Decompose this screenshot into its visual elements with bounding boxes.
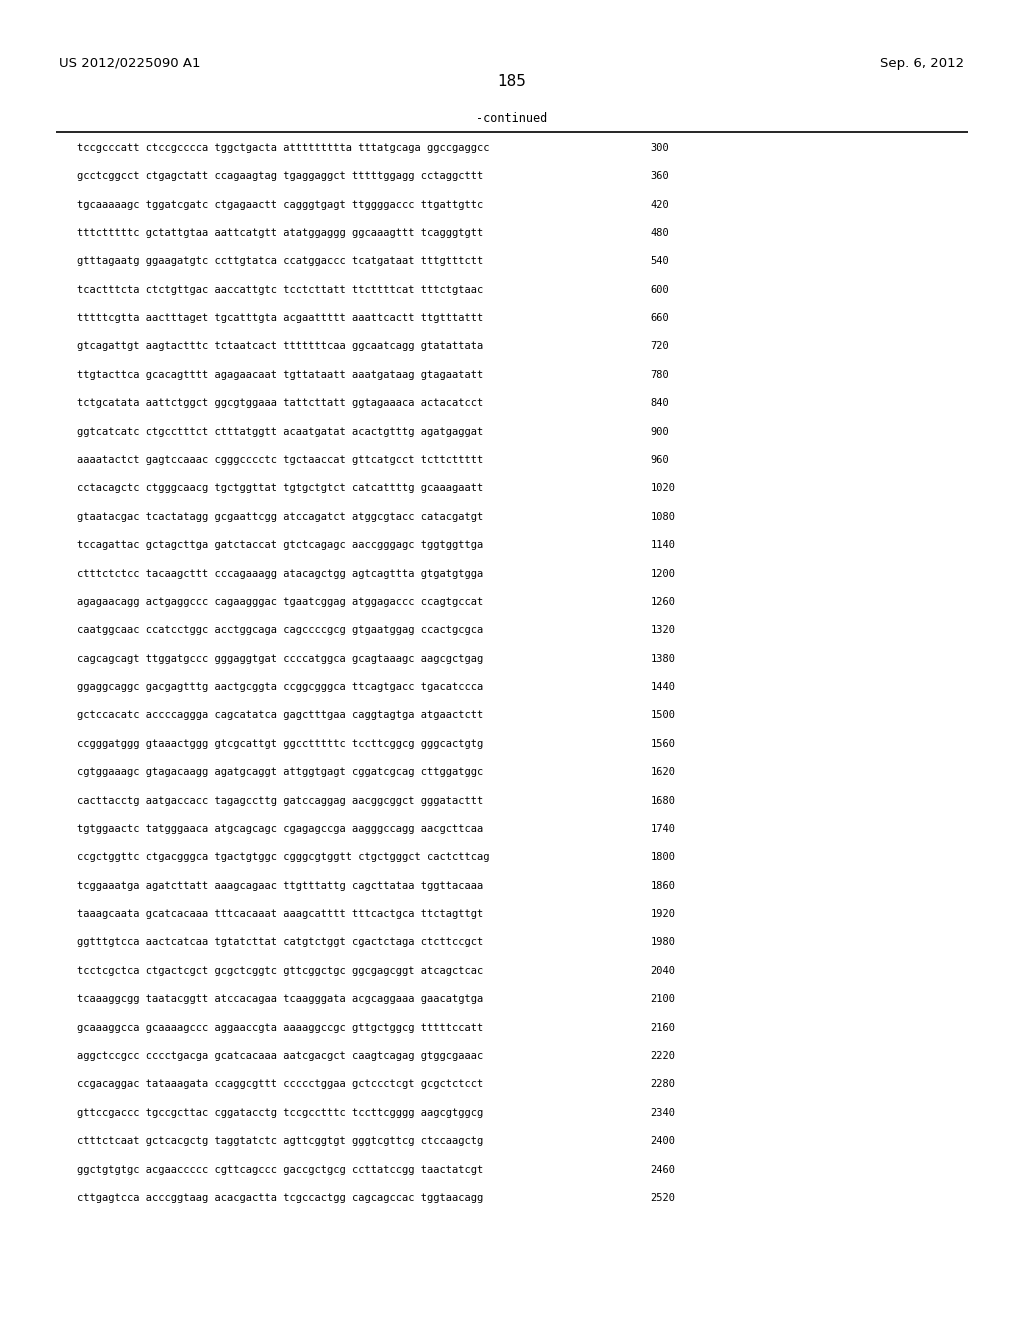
Text: tccgcccatt ctccgcccca tggctgacta attttttttta tttatgcaga ggccgaggcc: tccgcccatt ctccgcccca tggctgacta atttttt… xyxy=(77,143,489,153)
Text: 1440: 1440 xyxy=(650,682,675,692)
Text: cagcagcagt ttggatgccc gggaggtgat ccccatggca gcagtaaagc aagcgctgag: cagcagcagt ttggatgccc gggaggtgat ccccatg… xyxy=(77,653,483,664)
Text: 1980: 1980 xyxy=(650,937,675,948)
Text: gtttagaatg ggaagatgtc ccttgtatca ccatggaccc tcatgataat tttgtttctt: gtttagaatg ggaagatgtc ccttgtatca ccatgga… xyxy=(77,256,483,267)
Text: tctgcatata aattctggct ggcgtggaaa tattcttatt ggtagaaaca actacatcct: tctgcatata aattctggct ggcgtggaaa tattctt… xyxy=(77,399,483,408)
Text: ctttctcaat gctcacgctg taggtatctc agttcggtgt gggtcgttcg ctccaagctg: ctttctcaat gctcacgctg taggtatctc agttcgg… xyxy=(77,1137,483,1146)
Text: 1560: 1560 xyxy=(650,739,675,748)
Text: 1380: 1380 xyxy=(650,653,675,664)
Text: tttttcgtta aactttaget tgcatttgta acgaattttt aaattcactt ttgtttattt: tttttcgtta aactttaget tgcatttgta acgaatt… xyxy=(77,313,483,323)
Text: tcaaaggcgg taatacggtt atccacagaa tcaagggata acgcaggaaa gaacatgtga: tcaaaggcgg taatacggtt atccacagaa tcaaggg… xyxy=(77,994,483,1005)
Text: tcctcgctca ctgactcgct gcgctcggtc gttcggctgc ggcgagcggt atcagctcac: tcctcgctca ctgactcgct gcgctcggtc gttcggc… xyxy=(77,966,483,975)
Text: 1080: 1080 xyxy=(650,512,675,521)
Text: gtaatacgac tcactatagg gcgaattcgg atccagatct atggcgtacc catacgatgt: gtaatacgac tcactatagg gcgaattcgg atccaga… xyxy=(77,512,483,521)
Text: US 2012/0225090 A1: US 2012/0225090 A1 xyxy=(59,57,201,70)
Text: 1800: 1800 xyxy=(650,853,675,862)
Text: 2280: 2280 xyxy=(650,1080,675,1089)
Text: taaagcaata gcatcacaaa tttcacaaat aaagcatttt tttcactgca ttctagttgt: taaagcaata gcatcacaaa tttcacaaat aaagcat… xyxy=(77,909,483,919)
Text: 1500: 1500 xyxy=(650,710,675,721)
Text: caatggcaac ccatcctggc acctggcaga cagccccgcg gtgaatggag ccactgcgca: caatggcaac ccatcctggc acctggcaga cagcccc… xyxy=(77,626,483,635)
Text: ccgggatggg gtaaactggg gtcgcattgt ggcctttttc tccttcggcg gggcactgtg: ccgggatggg gtaaactggg gtcgcattgt ggccttt… xyxy=(77,739,483,748)
Text: 1020: 1020 xyxy=(650,483,675,494)
Text: 2340: 2340 xyxy=(650,1107,675,1118)
Text: 900: 900 xyxy=(650,426,669,437)
Text: ggtttgtcca aactcatcaa tgtatcttat catgtctggt cgactctaga ctcttccgct: ggtttgtcca aactcatcaa tgtatcttat catgtct… xyxy=(77,937,483,948)
Text: 1320: 1320 xyxy=(650,626,675,635)
Text: 1860: 1860 xyxy=(650,880,675,891)
Text: ggctgtgtgc acgaaccccc cgttcagccc gaccgctgcg ccttatccgg taactatcgt: ggctgtgtgc acgaaccccc cgttcagccc gaccgct… xyxy=(77,1164,483,1175)
Text: tcactttcta ctctgttgac aaccattgtc tcctcttatt ttcttttcat tttctgtaac: tcactttcta ctctgttgac aaccattgtc tcctctt… xyxy=(77,285,483,294)
Text: 420: 420 xyxy=(650,199,669,210)
Text: 2520: 2520 xyxy=(650,1193,675,1203)
Text: 840: 840 xyxy=(650,399,669,408)
Text: gcctcggcct ctgagctatt ccagaagtag tgaggaggct tttttggagg cctaggcttt: gcctcggcct ctgagctatt ccagaagtag tgaggag… xyxy=(77,172,483,181)
Text: gcaaaggcca gcaaaagccc aggaaccgta aaaaggccgc gttgctggcg tttttccatt: gcaaaggcca gcaaaagccc aggaaccgta aaaaggc… xyxy=(77,1023,483,1032)
Text: agagaacagg actgaggccc cagaagggac tgaatcggag atggagaccc ccagtgccat: agagaacagg actgaggccc cagaagggac tgaatcg… xyxy=(77,597,483,607)
Text: 1140: 1140 xyxy=(650,540,675,550)
Text: ccgctggttc ctgacgggca tgactgtggc cgggcgtggtt ctgctgggct cactcttcag: ccgctggttc ctgacgggca tgactgtggc cgggcgt… xyxy=(77,853,489,862)
Text: 300: 300 xyxy=(650,143,669,153)
Text: 2040: 2040 xyxy=(650,966,675,975)
Text: gttccgaccc tgccgcttac cggatacctg tccgcctttc tccttcgggg aagcgtggcg: gttccgaccc tgccgcttac cggatacctg tccgcct… xyxy=(77,1107,483,1118)
Text: 1200: 1200 xyxy=(650,569,675,578)
Text: 2100: 2100 xyxy=(650,994,675,1005)
Text: Sep. 6, 2012: Sep. 6, 2012 xyxy=(881,57,965,70)
Text: 185: 185 xyxy=(498,74,526,90)
Text: 1680: 1680 xyxy=(650,796,675,805)
Text: -continued: -continued xyxy=(476,112,548,125)
Text: 1920: 1920 xyxy=(650,909,675,919)
Text: tgtggaactc tatgggaaca atgcagcagc cgagagccga aagggccagg aacgcttcaa: tgtggaactc tatgggaaca atgcagcagc cgagagc… xyxy=(77,824,483,834)
Text: ctttctctcc tacaagcttt cccagaaagg atacagctgg agtcagttta gtgatgtgga: ctttctctcc tacaagcttt cccagaaagg atacagc… xyxy=(77,569,483,578)
Text: 720: 720 xyxy=(650,342,669,351)
Text: tttctttttc gctattgtaa aattcatgtt atatggaggg ggcaaagttt tcagggtgtt: tttctttttc gctattgtaa aattcatgtt atatgga… xyxy=(77,228,483,238)
Text: ttgtacttca gcacagtttt agagaacaat tgttataatt aaatgataag gtagaatatt: ttgtacttca gcacagtttt agagaacaat tgttata… xyxy=(77,370,483,380)
Text: 1620: 1620 xyxy=(650,767,675,777)
Text: gctccacatc accccaggga cagcatatca gagctttgaa caggtagtga atgaactctt: gctccacatc accccaggga cagcatatca gagcttt… xyxy=(77,710,483,721)
Text: cctacagctc ctgggcaacg tgctggttat tgtgctgtct catcattttg gcaaagaatt: cctacagctc ctgggcaacg tgctggttat tgtgctg… xyxy=(77,483,483,494)
Text: 2160: 2160 xyxy=(650,1023,675,1032)
Text: 960: 960 xyxy=(650,455,669,465)
Text: 1740: 1740 xyxy=(650,824,675,834)
Text: ggtcatcatc ctgcctttct ctttatggtt acaatgatat acactgtttg agatgaggat: ggtcatcatc ctgcctttct ctttatggtt acaatga… xyxy=(77,426,483,437)
Text: 540: 540 xyxy=(650,256,669,267)
Text: cacttacctg aatgaccacc tagagccttg gatccaggag aacggcggct gggatacttt: cacttacctg aatgaccacc tagagccttg gatccag… xyxy=(77,796,483,805)
Text: cgtggaaagc gtagacaagg agatgcaggt attggtgagt cggatcgcag cttggatggc: cgtggaaagc gtagacaagg agatgcaggt attggtg… xyxy=(77,767,483,777)
Text: cttgagtcca acccggtaag acacgactta tcgccactgg cagcagccac tggtaacagg: cttgagtcca acccggtaag acacgactta tcgccac… xyxy=(77,1193,483,1203)
Text: 360: 360 xyxy=(650,172,669,181)
Text: 660: 660 xyxy=(650,313,669,323)
Text: tccagattac gctagcttga gatctaccat gtctcagagc aaccgggagc tggtggttga: tccagattac gctagcttga gatctaccat gtctcag… xyxy=(77,540,483,550)
Text: 2400: 2400 xyxy=(650,1137,675,1146)
Text: aggctccgcc cccctgacga gcatcacaaa aatcgacgct caagtcagag gtggcgaaac: aggctccgcc cccctgacga gcatcacaaa aatcgac… xyxy=(77,1051,483,1061)
Text: aaaatactct gagtccaaac cgggcccctc tgctaaccat gttcatgcct tcttcttttt: aaaatactct gagtccaaac cgggcccctc tgctaac… xyxy=(77,455,483,465)
Text: 480: 480 xyxy=(650,228,669,238)
Text: tcggaaatga agatcttatt aaagcagaac ttgtttattg cagcttataa tggttacaaa: tcggaaatga agatcttatt aaagcagaac ttgttta… xyxy=(77,880,483,891)
Text: tgcaaaaagc tggatcgatc ctgagaactt cagggtgagt ttggggaccc ttgattgttc: tgcaaaaagc tggatcgatc ctgagaactt cagggtg… xyxy=(77,199,483,210)
Text: 780: 780 xyxy=(650,370,669,380)
Text: 2220: 2220 xyxy=(650,1051,675,1061)
Text: ggaggcaggc gacgagtttg aactgcggta ccggcgggca ttcagtgacc tgacatccca: ggaggcaggc gacgagtttg aactgcggta ccggcgg… xyxy=(77,682,483,692)
Text: ccgacaggac tataaagata ccaggcgttt ccccctggaa gctccctcgt gcgctctcct: ccgacaggac tataaagata ccaggcgttt ccccctg… xyxy=(77,1080,483,1089)
Text: 1260: 1260 xyxy=(650,597,675,607)
Text: gtcagattgt aagtactttc tctaatcact tttttttcaa ggcaatcagg gtatattata: gtcagattgt aagtactttc tctaatcact ttttttt… xyxy=(77,342,483,351)
Text: 600: 600 xyxy=(650,285,669,294)
Text: 2460: 2460 xyxy=(650,1164,675,1175)
